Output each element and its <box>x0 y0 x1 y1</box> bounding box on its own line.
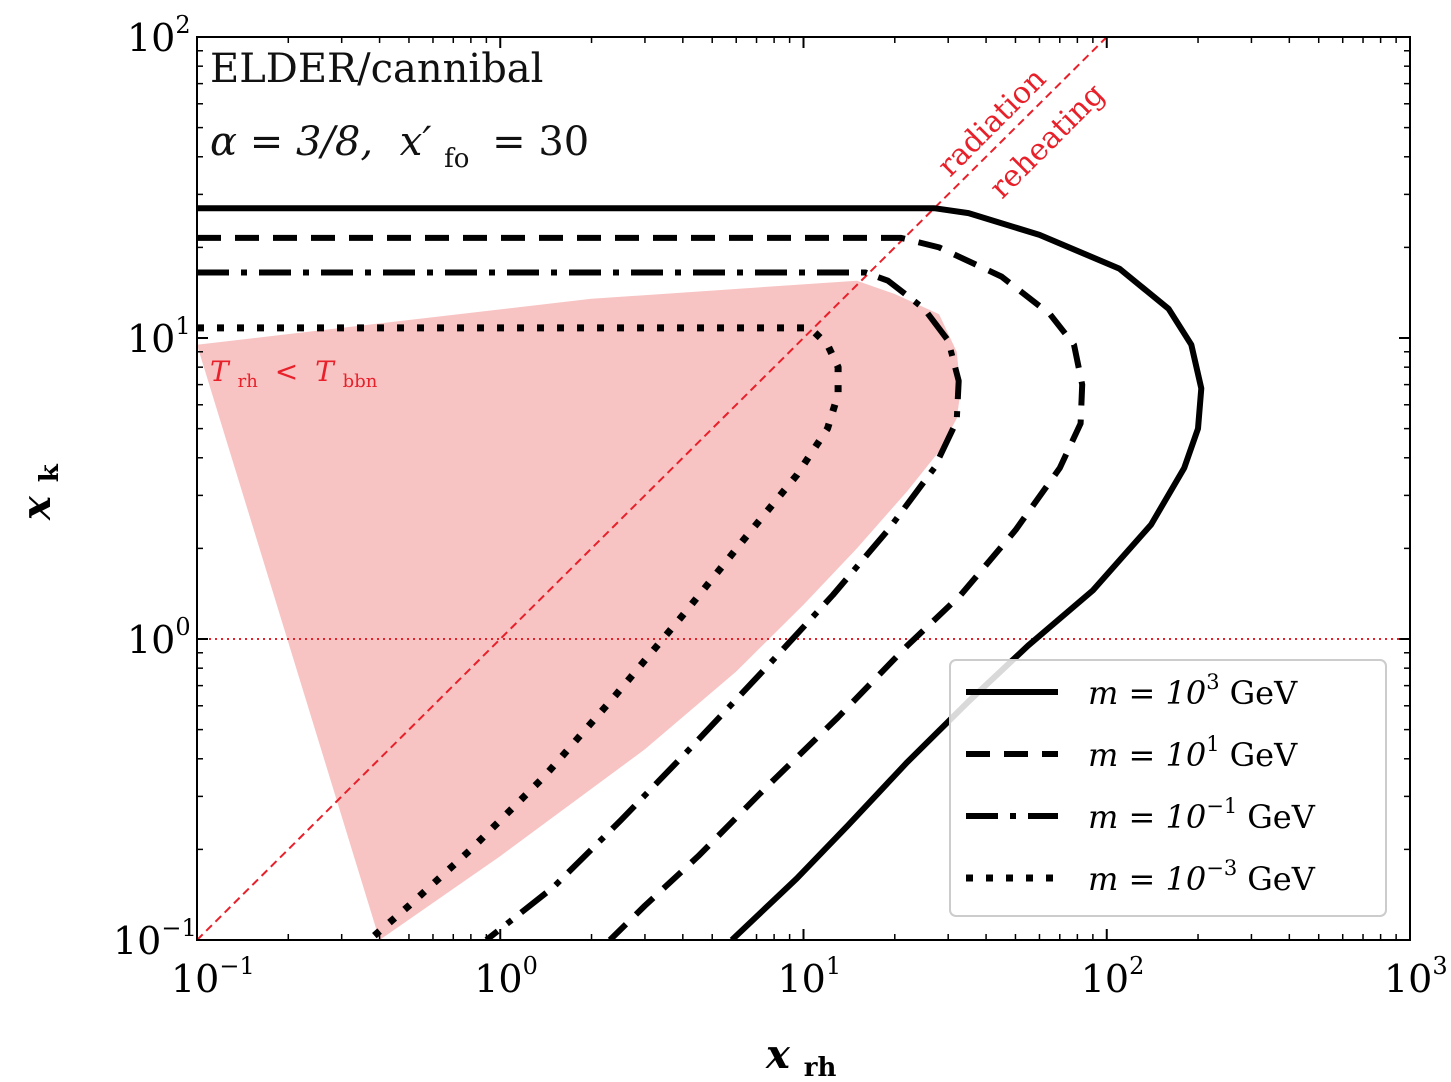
x-tick-label: 10−1 <box>171 952 255 1001</box>
x-tick-label-base: 10 <box>474 957 522 1001</box>
y-tick-label-exp: 2 <box>175 11 190 39</box>
legend-label-exp: −1 <box>1206 794 1237 818</box>
y-axis-title: x k <box>13 463 65 521</box>
y-tick-label: 102 <box>127 11 191 60</box>
label-bbn-T: T <box>210 355 231 388</box>
series-line-1 <box>197 205 1205 940</box>
series-line-4 <box>197 324 842 940</box>
legend-label-unit: GeV <box>1230 736 1299 774</box>
x-tick-label-base: 10 <box>171 957 219 1001</box>
annotation-xfo-sub: fo <box>444 144 469 174</box>
shaded-region-layer <box>197 280 961 940</box>
series-layer <box>197 205 1205 940</box>
x-tick-label-exp: 2 <box>1129 952 1144 980</box>
annotation-parameters: α = 3/8, x′ fo = 30 <box>210 119 589 177</box>
annotation-xfo-value: = 30 <box>492 119 589 165</box>
legend-label-base: m = 10 <box>1088 736 1206 774</box>
legend-label-4: m = 10−3 GeV <box>1088 856 1316 898</box>
x-axis-title: x rh <box>765 1031 836 1082</box>
y-tick-label-base: 10 <box>127 618 175 662</box>
shaded-region-bbn <box>197 280 961 940</box>
series-line-2 <box>197 234 1086 940</box>
x-tick-label-exp: 3 <box>1432 952 1447 980</box>
legend-label-base: m = 10 <box>1088 674 1206 712</box>
legend-label-3: m = 10−1 GeV <box>1088 794 1316 836</box>
label-bbn-lt: < <box>275 355 298 388</box>
x-tick-label-base: 10 <box>778 957 826 1001</box>
y-tick-label: 100 <box>127 613 191 662</box>
legend-label-unit: GeV <box>1247 860 1316 898</box>
legend-label-exp: −3 <box>1206 856 1237 880</box>
x-tick-label-exp: 1 <box>826 952 841 980</box>
y-tick-label-base: 10 <box>127 317 175 361</box>
x-tick-label: 101 <box>778 952 842 1001</box>
legend-label-base: m = 10 <box>1088 798 1206 836</box>
y-tick-label-exp: 1 <box>175 312 190 340</box>
y-axis-title-main: x <box>13 495 60 521</box>
label-bbn-bound: T rh < T bbn <box>210 355 378 394</box>
legend-label-unit: GeV <box>1247 798 1316 836</box>
y-tick-label: 101 <box>127 312 191 361</box>
x-tick-label: 102 <box>1081 952 1145 1001</box>
annotation-xfo: x′ <box>400 119 432 165</box>
x-tick-label: 100 <box>474 952 538 1001</box>
y-tick-label-base: 10 <box>127 16 175 60</box>
x-tick-label-exp: 0 <box>523 952 538 980</box>
legend-label-exp: 1 <box>1206 732 1219 756</box>
x-tick-label-base: 10 <box>1384 957 1432 1001</box>
legend-label-2: m = 101 GeV <box>1088 732 1298 774</box>
y-axis-title-sub: k <box>35 463 65 482</box>
y-tick-label-base: 10 <box>113 919 161 963</box>
y-tick-label-exp: 0 <box>175 613 190 641</box>
legend-label-unit: GeV <box>1230 674 1299 712</box>
x-tick-label: 103 <box>1384 952 1448 1001</box>
legend-label-base: m = 10 <box>1088 860 1206 898</box>
annotation-model: ELDER/cannibal <box>210 46 543 92</box>
y-tick-label-exp: −1 <box>161 914 196 942</box>
x-tick-label-exp: −1 <box>219 952 254 980</box>
legend-box <box>949 659 1387 917</box>
x-tick-label-base: 10 <box>1081 957 1129 1001</box>
x-axis-title-sub: rh <box>804 1053 837 1082</box>
y-tick-label: 10−1 <box>113 914 197 963</box>
series-line-3 <box>197 269 962 940</box>
x-axis-title-main: x <box>765 1031 791 1078</box>
legend-label-exp: 3 <box>1206 670 1219 694</box>
label-bbn-T-sub: rh <box>238 371 259 392</box>
label-bbn-T2-sub: bbn <box>343 371 378 392</box>
reference-lines-layer <box>197 37 1410 940</box>
legend-label-1: m = 103 GeV <box>1088 670 1298 712</box>
annotation-alpha: α = 3/8, <box>210 119 373 165</box>
label-bbn-T2: T <box>315 355 336 388</box>
